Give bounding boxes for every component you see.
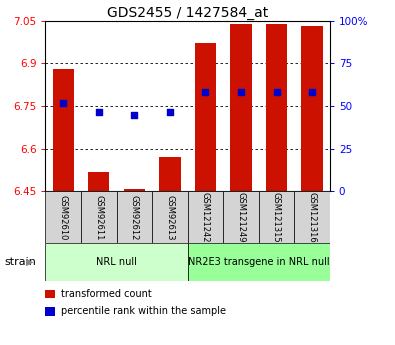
Point [238, 89, 244, 95]
Bar [88, 171, 109, 191]
Point [60, 100, 66, 106]
Bar [230, 23, 252, 191]
Text: GSM121315: GSM121315 [272, 192, 281, 243]
Text: percentile rank within the sample: percentile rank within the sample [61, 306, 226, 316]
Bar [53, 69, 74, 191]
Bar [117, 191, 152, 243]
Bar [294, 191, 330, 243]
Point [309, 89, 315, 95]
Text: GSM92610: GSM92610 [59, 195, 68, 240]
Text: ▶: ▶ [26, 257, 33, 267]
Point [96, 109, 102, 115]
Text: transformed count: transformed count [61, 289, 152, 299]
Point [167, 109, 173, 115]
Point [131, 112, 137, 117]
Text: NRL null: NRL null [96, 257, 137, 267]
Bar [188, 191, 223, 243]
Text: GSM92613: GSM92613 [166, 195, 174, 240]
Bar [152, 191, 188, 243]
Text: NR2E3 transgene in NRL null: NR2E3 transgene in NRL null [188, 257, 329, 267]
Text: GSM92612: GSM92612 [130, 195, 139, 240]
Bar [195, 43, 216, 191]
Bar [124, 189, 145, 191]
Bar [45, 191, 81, 243]
Bar [45, 243, 188, 281]
Bar [259, 191, 294, 243]
Text: GSM121316: GSM121316 [308, 192, 316, 243]
Point [202, 89, 209, 95]
Text: strain: strain [4, 257, 36, 267]
Text: GSM121249: GSM121249 [237, 192, 245, 243]
Point [273, 89, 280, 95]
Bar [159, 157, 181, 191]
Bar [188, 243, 330, 281]
Text: GSM92611: GSM92611 [94, 195, 103, 240]
Bar [223, 191, 259, 243]
Bar [301, 27, 323, 191]
Bar [81, 191, 117, 243]
Title: GDS2455 / 1427584_at: GDS2455 / 1427584_at [107, 6, 268, 20]
Text: GSM121242: GSM121242 [201, 192, 210, 243]
Bar [266, 23, 287, 191]
